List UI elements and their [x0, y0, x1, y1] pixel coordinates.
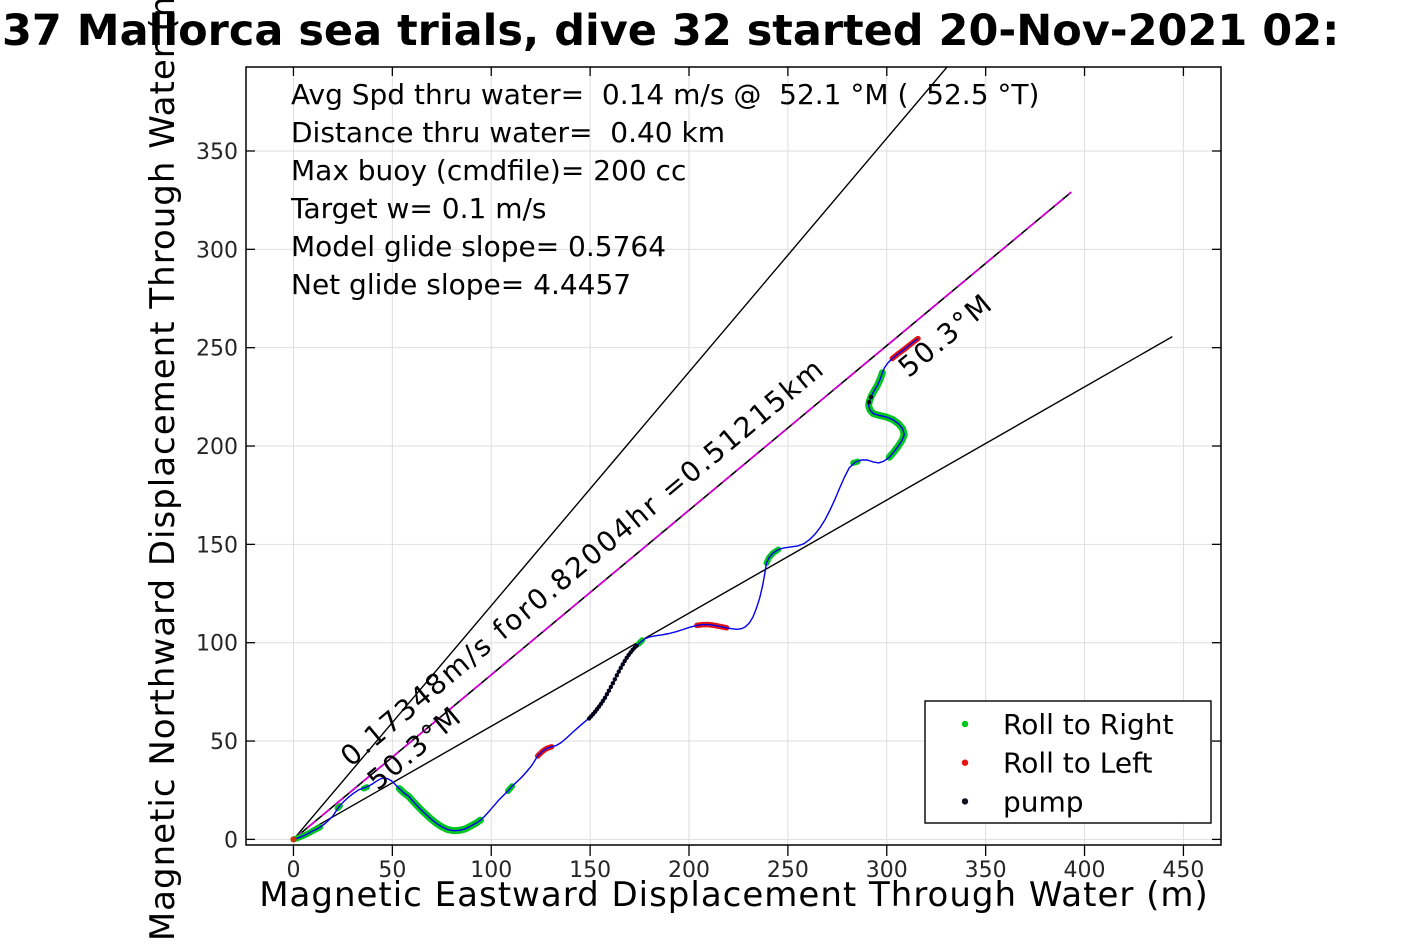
- roll-right-seg-3: [763, 546, 782, 566]
- stats-distance: Distance thru water= 0.40 km: [291, 116, 725, 149]
- x-tick-label: 50: [378, 858, 406, 883]
- legend-label-1: Roll to Right: [1003, 708, 1174, 741]
- x-tick-label: 350: [965, 858, 1007, 883]
- stats-target-w: Target w= 0.1 m/s: [290, 192, 547, 225]
- origin-dot: [290, 836, 297, 843]
- dive-start-marker: [290, 836, 297, 843]
- pump-dot: [606, 688, 612, 693]
- plot-title: 37 Mallorca sea trials, dive 32 started …: [2, 6, 1339, 56]
- bearing-reference-lines: [292, 67, 1173, 841]
- pump-dot: [868, 394, 874, 400]
- x-tick-label: 250: [767, 858, 809, 883]
- y-tick-label: 0: [224, 828, 238, 853]
- x-tick-label: 300: [866, 858, 908, 883]
- stats-annotation: Avg Spd thru water= 0.14 m/s @ 52.1 °M (…: [290, 78, 1039, 301]
- pump-dot: [608, 684, 614, 690]
- x-tick-label: 0: [286, 858, 300, 883]
- x-tick-label: 150: [569, 858, 611, 883]
- stats-avg-speed: Avg Spd thru water= 0.14 m/s @ 52.1 °M (…: [291, 78, 1039, 111]
- axes-border: [245, 66, 1222, 846]
- y-tick-label: 300: [196, 238, 238, 263]
- legend-marker-1: [961, 720, 969, 728]
- stats-max-buoy: Max buoy (cmdfile)= 200 cc: [291, 154, 686, 187]
- y-tick-label: 100: [196, 632, 238, 657]
- x-tick-label: 400: [1064, 858, 1106, 883]
- bearing-50-3-label: 50.3°M: [892, 287, 1000, 384]
- x-tick-label: 450: [1162, 858, 1204, 883]
- pump-markers: [586, 394, 874, 721]
- pump-dot: [604, 692, 610, 697]
- thru-water-line-magenta: [292, 191, 1072, 841]
- legend: Roll to Right Roll to Left pump: [924, 700, 1212, 824]
- pump-dot: [866, 399, 872, 405]
- x-tick-label: 100: [470, 858, 512, 883]
- stats-model-glide: Model glide slope= 0.5764: [291, 230, 666, 263]
- bearing-line-lower: [293, 336, 1173, 841]
- grid-lines: [246, 67, 1221, 845]
- legend-box: [924, 700, 1212, 824]
- thru-water-trajectory: [293, 338, 919, 841]
- pump-dot: [614, 673, 620, 678]
- tick-labels: 0 50 100 150 200 250 300 350 400 450 0 50 100 150 200 2…: [196, 140, 1204, 883]
- pump-dot: [602, 695, 608, 700]
- legend-marker-3: [961, 798, 969, 805]
- y-tick-label: 50: [210, 730, 238, 755]
- y-tick-label: 200: [196, 435, 238, 460]
- pump-dot: [600, 698, 606, 704]
- axes-box: [245, 66, 1222, 856]
- legend-label-3: pump: [1003, 785, 1084, 818]
- line-annotation-labels: 0.17348m/s for0.82004hr =0.51215km 50.3°M…: [334, 287, 999, 797]
- y-tick-label: 350: [196, 140, 238, 165]
- speed-distance-line-label: 0.17348m/s for0.82004hr =0.51215km: [334, 351, 831, 773]
- bearing-line-upper: [292, 67, 948, 840]
- pump-dot: [618, 665, 623, 671]
- y-axis-label: Magnetic Northward Displacement Through …: [143, 0, 183, 941]
- pump-dot: [622, 658, 627, 664]
- pump-dot: [612, 677, 618, 682]
- pump-dot: [616, 669, 621, 674]
- roll-right-u-turn: [395, 785, 484, 835]
- legend-marker-2: [961, 759, 969, 766]
- pump-dot: [634, 643, 639, 649]
- pump-dot: [620, 662, 625, 667]
- trajectory-line: [293, 338, 919, 841]
- x-axis-label: Magnetic Eastward Displacement Through W…: [259, 875, 1209, 915]
- y-tick-label: 250: [196, 337, 238, 362]
- legend-label-2: Roll to Left: [1003, 747, 1152, 780]
- y-tick-label: 150: [196, 533, 238, 558]
- pump-dot: [610, 681, 616, 686]
- x-tick-label: 200: [668, 858, 710, 883]
- stats-net-glide: Net glide slope= 4.4457: [291, 268, 631, 301]
